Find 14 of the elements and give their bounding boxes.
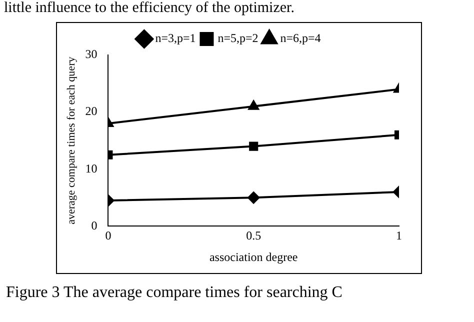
y-tick-label: 30 [85, 47, 98, 62]
caption: Figure 3 The average compare times for searching C [6, 284, 342, 302]
text: little influence to the efficiency of the optimizer. [4, 0, 294, 16]
y-axis-title: average compare times for each query [65, 56, 78, 224]
x-tick-label: 0 [105, 228, 112, 243]
legend-label: n=5,p=2 [218, 31, 258, 46]
legend-label: n=3,p=1 [155, 31, 196, 46]
y-tick-label: 20 [85, 104, 98, 118]
legend-label: n=6,p=4 [280, 31, 321, 46]
x-axis-title: association degree [209, 250, 298, 264]
x-tick-label: 0.5 [246, 228, 262, 243]
y-tick-label: 0 [91, 218, 98, 232]
x-tick-label: 1 [396, 228, 402, 243]
y-tick-label: 10 [85, 161, 98, 176]
